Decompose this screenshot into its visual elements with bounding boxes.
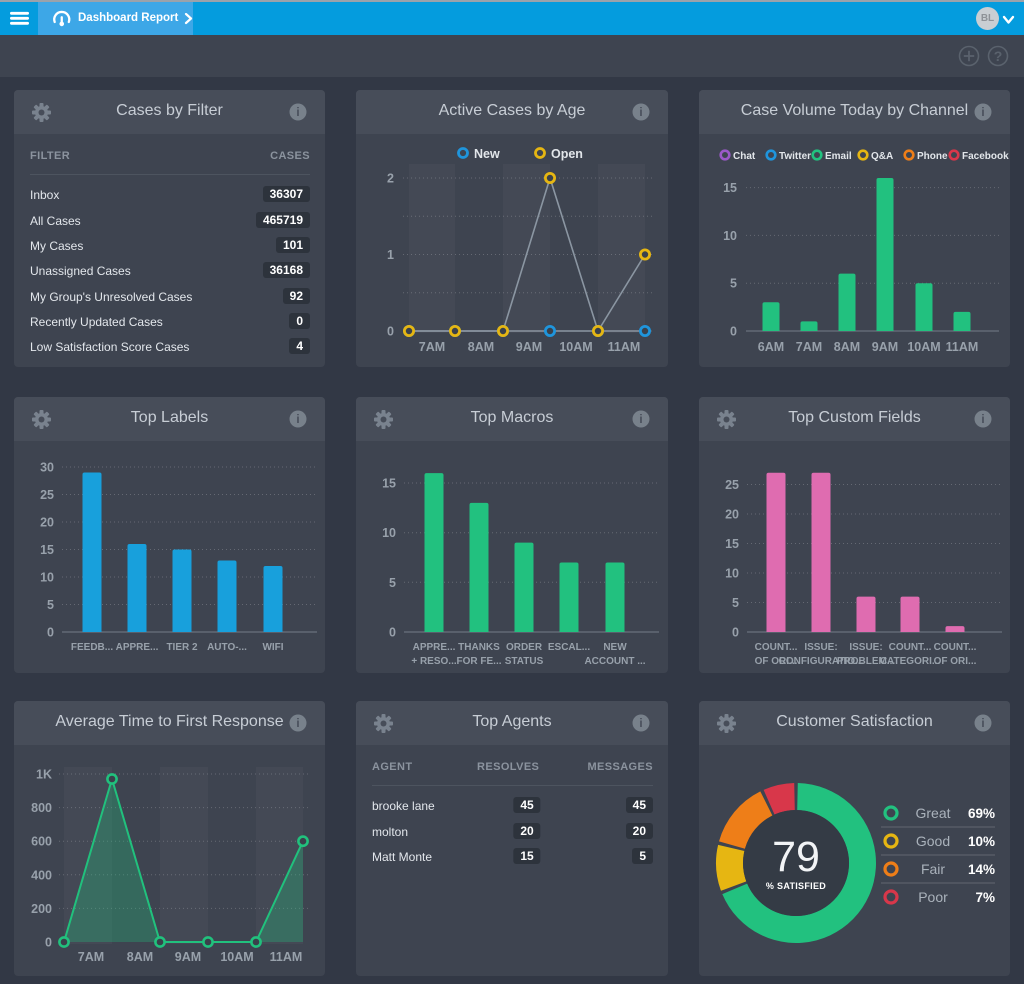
svg-text:10: 10	[382, 526, 396, 540]
svg-text:Email: Email	[825, 151, 852, 162]
svg-text:2: 2	[387, 172, 394, 186]
svg-text:9AM: 9AM	[516, 340, 542, 354]
svg-text:% SATISFIED: % SATISFIED	[766, 881, 826, 891]
svg-text:AUTO-...: AUTO-...	[207, 642, 247, 653]
svg-text:Chat: Chat	[733, 151, 756, 162]
svg-text:15: 15	[40, 543, 54, 557]
svg-text:15: 15	[725, 537, 739, 551]
svg-text:25: 25	[725, 478, 739, 492]
svg-text:9AM: 9AM	[175, 950, 201, 964]
svg-text:7%: 7%	[975, 890, 995, 905]
svg-text:8AM: 8AM	[468, 340, 494, 354]
svg-text:i: i	[639, 414, 642, 426]
svg-text:5: 5	[730, 277, 737, 291]
svg-text:200: 200	[31, 902, 52, 916]
svg-text:FOR FE...: FOR FE...	[457, 656, 502, 667]
svg-text:ISSUE:: ISSUE:	[849, 642, 882, 653]
svg-text:7AM: 7AM	[796, 340, 822, 354]
svg-text:800: 800	[31, 801, 52, 815]
svg-text:THANKS: THANKS	[458, 642, 500, 653]
svg-text:14%: 14%	[968, 862, 995, 877]
svg-text:1K: 1K	[36, 768, 52, 782]
svg-text:10%: 10%	[968, 834, 995, 849]
svg-text:0: 0	[730, 325, 737, 339]
svg-text:i: i	[639, 107, 642, 119]
svg-text:79: 79	[772, 833, 820, 881]
svg-text:+ RESO...: + RESO...	[411, 656, 457, 667]
svg-text:Phone: Phone	[917, 151, 948, 162]
svg-text:STATUS: STATUS	[505, 656, 544, 667]
svg-text:15: 15	[723, 181, 737, 195]
svg-text:CATEGORI...: CATEGORI...	[880, 656, 941, 667]
svg-text:10AM: 10AM	[559, 340, 592, 354]
svg-text:0: 0	[45, 936, 52, 950]
svg-text:0: 0	[732, 626, 739, 640]
svg-text:Q&A: Q&A	[871, 151, 893, 162]
svg-text:COUNT...: COUNT...	[934, 642, 977, 653]
svg-text:FEEDB...: FEEDB...	[71, 642, 113, 653]
svg-text:OF ORI...: OF ORI...	[934, 656, 977, 667]
svg-text:i: i	[296, 718, 299, 730]
svg-text:i: i	[981, 718, 984, 730]
svg-text:i: i	[296, 107, 299, 119]
svg-text:11AM: 11AM	[270, 950, 303, 964]
svg-text:APPRE...: APPRE...	[116, 642, 159, 653]
svg-text:PROBLEM...: PROBLEM...	[837, 656, 896, 667]
svg-text:APPRE...: APPRE...	[413, 642, 456, 653]
svg-text:ACCOUNT ...: ACCOUNT ...	[584, 656, 645, 667]
svg-text:8AM: 8AM	[127, 950, 153, 964]
svg-text:10: 10	[725, 567, 739, 581]
svg-text:TIER 2: TIER 2	[166, 642, 198, 653]
svg-text:10AM: 10AM	[220, 950, 253, 964]
svg-text:15: 15	[382, 477, 396, 491]
svg-text:i: i	[296, 414, 299, 426]
svg-text:7AM: 7AM	[419, 340, 445, 354]
svg-text:ISSUE:: ISSUE:	[804, 642, 837, 653]
svg-text:5: 5	[389, 576, 396, 590]
svg-text:i: i	[639, 718, 642, 730]
svg-text:Open: Open	[551, 147, 583, 161]
svg-text:0: 0	[389, 626, 396, 640]
svg-text:9AM: 9AM	[872, 340, 898, 354]
svg-text:7AM: 7AM	[78, 950, 104, 964]
svg-text:i: i	[981, 414, 984, 426]
svg-text:New: New	[474, 147, 500, 161]
svg-text:Fair: Fair	[921, 861, 945, 877]
svg-text:8AM: 8AM	[834, 340, 860, 354]
svg-text:Twitter: Twitter	[779, 151, 811, 162]
svg-text:OF ORI...: OF ORI...	[755, 656, 798, 667]
svg-text:?: ?	[994, 48, 1003, 64]
svg-text:Great: Great	[915, 805, 950, 821]
svg-text:0: 0	[387, 325, 394, 339]
svg-text:WIFI: WIFI	[262, 642, 283, 653]
svg-text:10AM: 10AM	[907, 340, 940, 354]
svg-text:NEW: NEW	[603, 642, 627, 653]
svg-text:ORDER: ORDER	[506, 642, 543, 653]
svg-text:0: 0	[47, 626, 54, 640]
svg-text:11AM: 11AM	[608, 340, 641, 354]
svg-text:Poor: Poor	[918, 889, 948, 905]
svg-text:6AM: 6AM	[758, 340, 784, 354]
svg-text:5: 5	[732, 596, 739, 610]
svg-text:1: 1	[387, 248, 394, 262]
svg-text:10: 10	[723, 229, 737, 243]
svg-text:Good: Good	[916, 833, 950, 849]
svg-text:20: 20	[40, 516, 54, 530]
svg-text:30: 30	[40, 461, 54, 475]
svg-text:400: 400	[31, 868, 52, 882]
svg-text:600: 600	[31, 835, 52, 849]
svg-text:COUNT...: COUNT...	[889, 642, 932, 653]
svg-text:i: i	[981, 107, 984, 119]
svg-text:5: 5	[47, 598, 54, 612]
svg-text:20: 20	[725, 508, 739, 522]
svg-text:COUNT...: COUNT...	[755, 642, 798, 653]
svg-text:10: 10	[40, 571, 54, 585]
svg-text:11AM: 11AM	[946, 340, 979, 354]
svg-text:ESCAL...: ESCAL...	[548, 642, 590, 653]
svg-text:69%: 69%	[968, 806, 995, 821]
svg-text:Facebook: Facebook	[962, 151, 1009, 162]
svg-text:CONFIGURATIO...: CONFIGURATIO...	[779, 656, 864, 667]
svg-text:25: 25	[40, 488, 54, 502]
